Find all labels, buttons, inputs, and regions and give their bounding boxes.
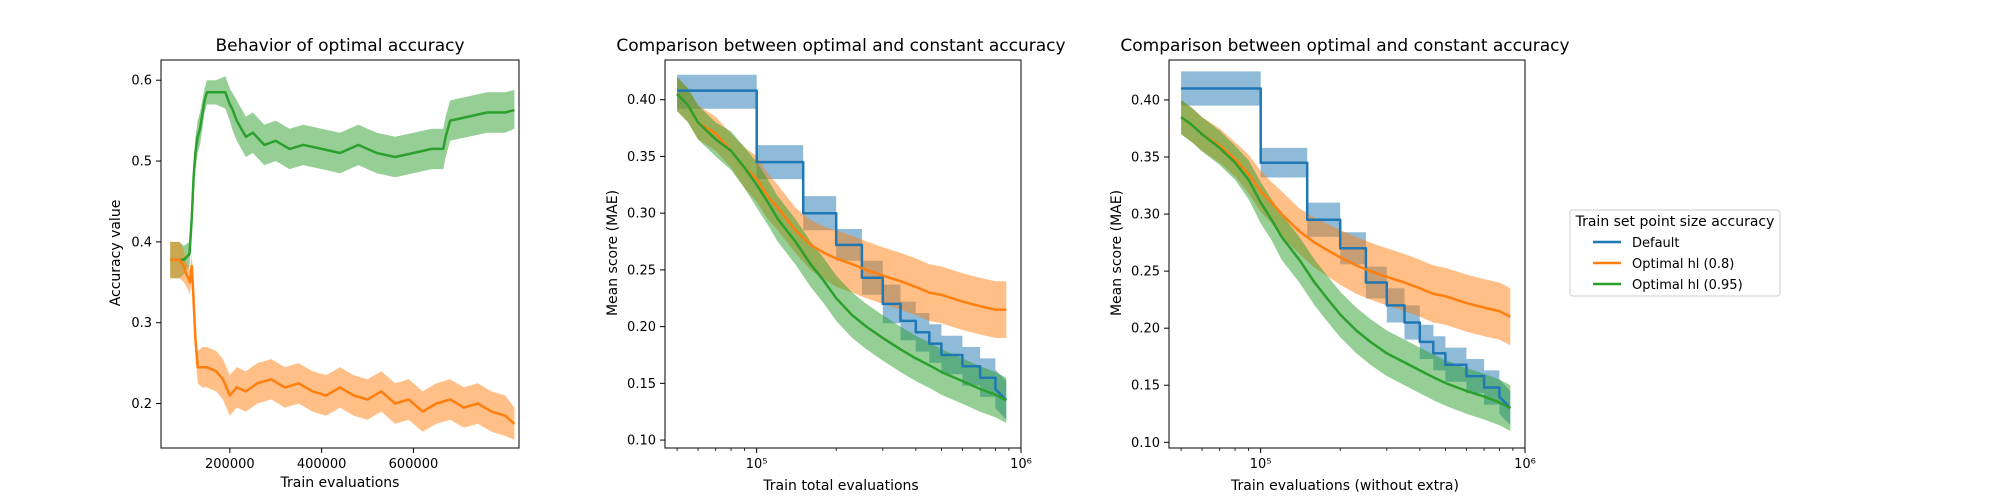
y-tick-label: 0.3 <box>131 316 152 331</box>
series-line-0 <box>1181 87 1512 409</box>
legend-frame <box>1569 209 1781 297</box>
y-axis-label: Accuracy value <box>108 200 124 307</box>
y-tick-label: 0.20 <box>627 320 656 335</box>
x-axis-label: Train total evaluations <box>762 478 918 494</box>
legend-label-optimal-095: Optimal hl (0.95) <box>1632 278 1743 293</box>
y-tick-label: 0.4 <box>131 235 152 250</box>
x-axis-label: Train evaluations <box>280 475 400 491</box>
y-tick-label: 0.40 <box>1131 93 1160 108</box>
y-axis-label: Mean score (MAE) <box>1109 190 1125 316</box>
series-band-2 <box>1181 99 1511 431</box>
series-band-1 <box>677 77 1007 338</box>
y-tick-label: 0.35 <box>1131 151 1160 166</box>
y-tick-label: 0.2 <box>131 397 152 412</box>
chart-title: Comparison between optimal and constant … <box>1120 36 1569 56</box>
series-line-2 <box>676 93 1007 402</box>
x-tick-label: 10⁵ <box>1250 457 1272 472</box>
y-tick-label: 0.25 <box>627 263 656 278</box>
series-line-1 <box>1180 116 1511 318</box>
axes-frame <box>1168 59 1526 449</box>
x-tick-label: 10⁵ <box>746 457 768 472</box>
y-tick-label: 0.40 <box>627 93 656 108</box>
y-tick-label: 0.30 <box>627 207 656 222</box>
legend-label-optimal-08: Optimal hl (0.8) <box>1632 257 1734 272</box>
plot-area <box>170 76 516 440</box>
series-line-1 <box>170 258 516 425</box>
legend: Train set point size accuracy Default Op… <box>1569 209 1781 297</box>
panel-evaluations-without-extra: Comparison between optimal and constant … <box>1109 36 1570 494</box>
series-line-2 <box>1180 116 1511 410</box>
x-axis-label: Train evaluations (without extra) <box>1230 478 1459 494</box>
plot-area <box>676 74 1008 423</box>
axes-frame <box>160 59 520 449</box>
chart-title: Behavior of optimal accuracy <box>215 36 464 56</box>
legend-label-default: Default <box>1632 236 1680 251</box>
y-tick-label: 0.6 <box>131 74 152 89</box>
series-band-1 <box>1181 99 1511 346</box>
series-line-0 <box>677 89 1008 402</box>
axes-frame <box>664 59 1022 449</box>
plot-area <box>1180 71 1512 431</box>
panel-optimal-accuracy: Behavior of optimal accuracy Train evalu… <box>108 36 520 491</box>
panel-total-evaluations: Comparison between optimal and constant … <box>605 36 1066 494</box>
y-tick-label: 0.35 <box>627 150 656 165</box>
legend-title: Train set point size accuracy <box>1575 214 1775 230</box>
y-tick-label: 0.10 <box>627 434 656 449</box>
series-band-1 <box>170 241 515 440</box>
x-tick-label: 10⁶ <box>1010 457 1032 472</box>
series-line-0 <box>170 91 515 261</box>
y-tick-label: 0.5 <box>131 155 152 170</box>
x-tick-label: 600000 <box>389 457 439 472</box>
y-tick-label: 0.15 <box>1131 379 1160 394</box>
chart-title: Comparison between optimal and constant … <box>616 36 1065 56</box>
y-tick-label: 0.25 <box>1131 265 1160 280</box>
y-tick-label: 0.10 <box>1131 436 1160 451</box>
series-band-2 <box>677 77 1007 423</box>
y-axis-label: Mean score (MAE) <box>605 190 621 316</box>
x-tick-label: 200000 <box>205 457 255 472</box>
y-tick-label: 0.30 <box>1131 208 1160 223</box>
x-tick-label: 10⁶ <box>1514 457 1536 472</box>
y-tick-label: 0.20 <box>1131 322 1160 337</box>
y-tick-label: 0.15 <box>627 377 656 392</box>
x-tick-label: 400000 <box>297 457 347 472</box>
series-band-0 <box>170 76 515 279</box>
